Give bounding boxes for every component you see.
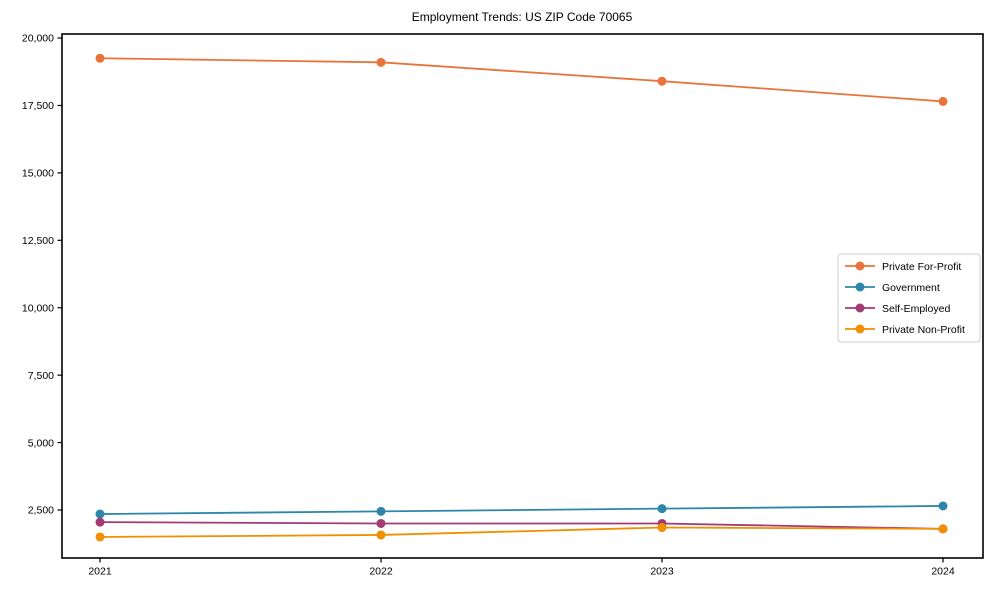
data-point [376,506,386,516]
legend-label: Self-Employed [882,303,950,315]
series-group [95,53,948,542]
data-point [657,76,667,86]
legend-entry-self-employed: Self-Employed [845,303,950,315]
chart-title: Employment Trends: US ZIP Code 70065 [412,10,633,24]
series-government [95,501,948,519]
x-tick-label: 2024 [931,566,955,578]
legend-box [837,253,981,343]
series-line [99,505,944,515]
x-tick-label: 2022 [369,566,393,578]
legend-marker [855,303,865,313]
data-point [95,532,105,542]
series-line [99,526,944,538]
y-tick-label: 5,000 [28,437,54,449]
axis-ticks: 2,500 5,000 7,500 10,000 12,500 15,000 17,500 2… [22,33,955,578]
y-tick-label: 2,500 [28,505,54,517]
y-tick-label: 7,500 [28,370,54,382]
data-point [376,518,386,528]
series-line [99,521,944,530]
legend-label: Government [882,282,940,294]
legend-marker [855,282,865,292]
legend-marker [855,324,865,334]
y-tick-label: 20,000 [22,33,54,45]
data-point [376,530,386,540]
x-tick-label: 2021 [88,566,112,578]
y-tick-label: 12,500 [22,235,54,247]
plot-border [61,33,984,559]
data-point [657,523,667,533]
plot-area [62,34,983,558]
data-point [95,53,105,63]
series-line [99,57,944,103]
data-point [938,501,948,511]
legend-entry-private-for-profit: Private For-Profit [845,261,961,273]
series-private-non-profit [95,523,948,542]
legend-label: Private Non-Profit [882,324,965,336]
data-point [657,504,667,514]
y-tick-label: 15,000 [22,168,54,180]
y-tick-label: 10,000 [22,302,54,314]
data-point [938,524,948,534]
data-point [95,509,105,519]
legend-entry-private-non-profit: Private Non-Profit [845,324,965,336]
x-tick-label: 2023 [650,566,674,578]
y-tick-label: 17,500 [22,100,54,112]
data-point [938,96,948,106]
legend-label: Private For-Profit [882,261,961,273]
series-private-for-profit [95,53,948,106]
data-point [95,517,105,527]
legend-entry-government: Government [845,282,940,294]
legend-marker [855,261,865,271]
legend: Private For-Profit Government Self-Employe… [837,253,981,343]
data-point [376,57,386,67]
